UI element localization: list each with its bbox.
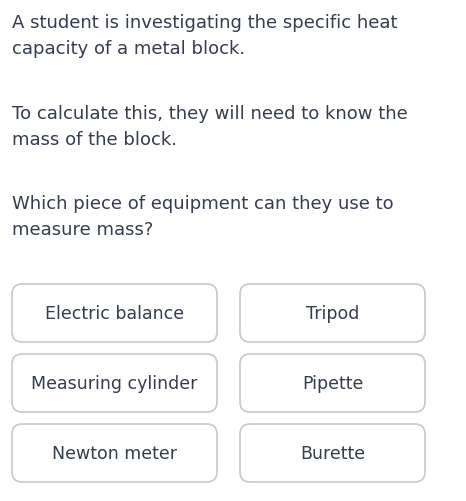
Text: A student is investigating the specific heat
capacity of a metal block.: A student is investigating the specific … [12, 14, 397, 58]
FancyBboxPatch shape [12, 424, 217, 482]
FancyBboxPatch shape [12, 285, 217, 342]
Text: Electric balance: Electric balance [45, 305, 184, 322]
FancyBboxPatch shape [240, 424, 425, 482]
FancyBboxPatch shape [240, 285, 425, 342]
Text: Newton meter: Newton meter [52, 444, 177, 462]
Text: To calculate this, they will need to know the
mass of the block.: To calculate this, they will need to kno… [12, 105, 408, 148]
Text: Which piece of equipment can they use to
measure mass?: Which piece of equipment can they use to… [12, 194, 394, 238]
Text: Tripod: Tripod [306, 305, 359, 322]
Text: Pipette: Pipette [302, 374, 363, 392]
Text: Burette: Burette [300, 444, 365, 462]
Text: Measuring cylinder: Measuring cylinder [31, 374, 198, 392]
FancyBboxPatch shape [12, 354, 217, 412]
FancyBboxPatch shape [240, 354, 425, 412]
